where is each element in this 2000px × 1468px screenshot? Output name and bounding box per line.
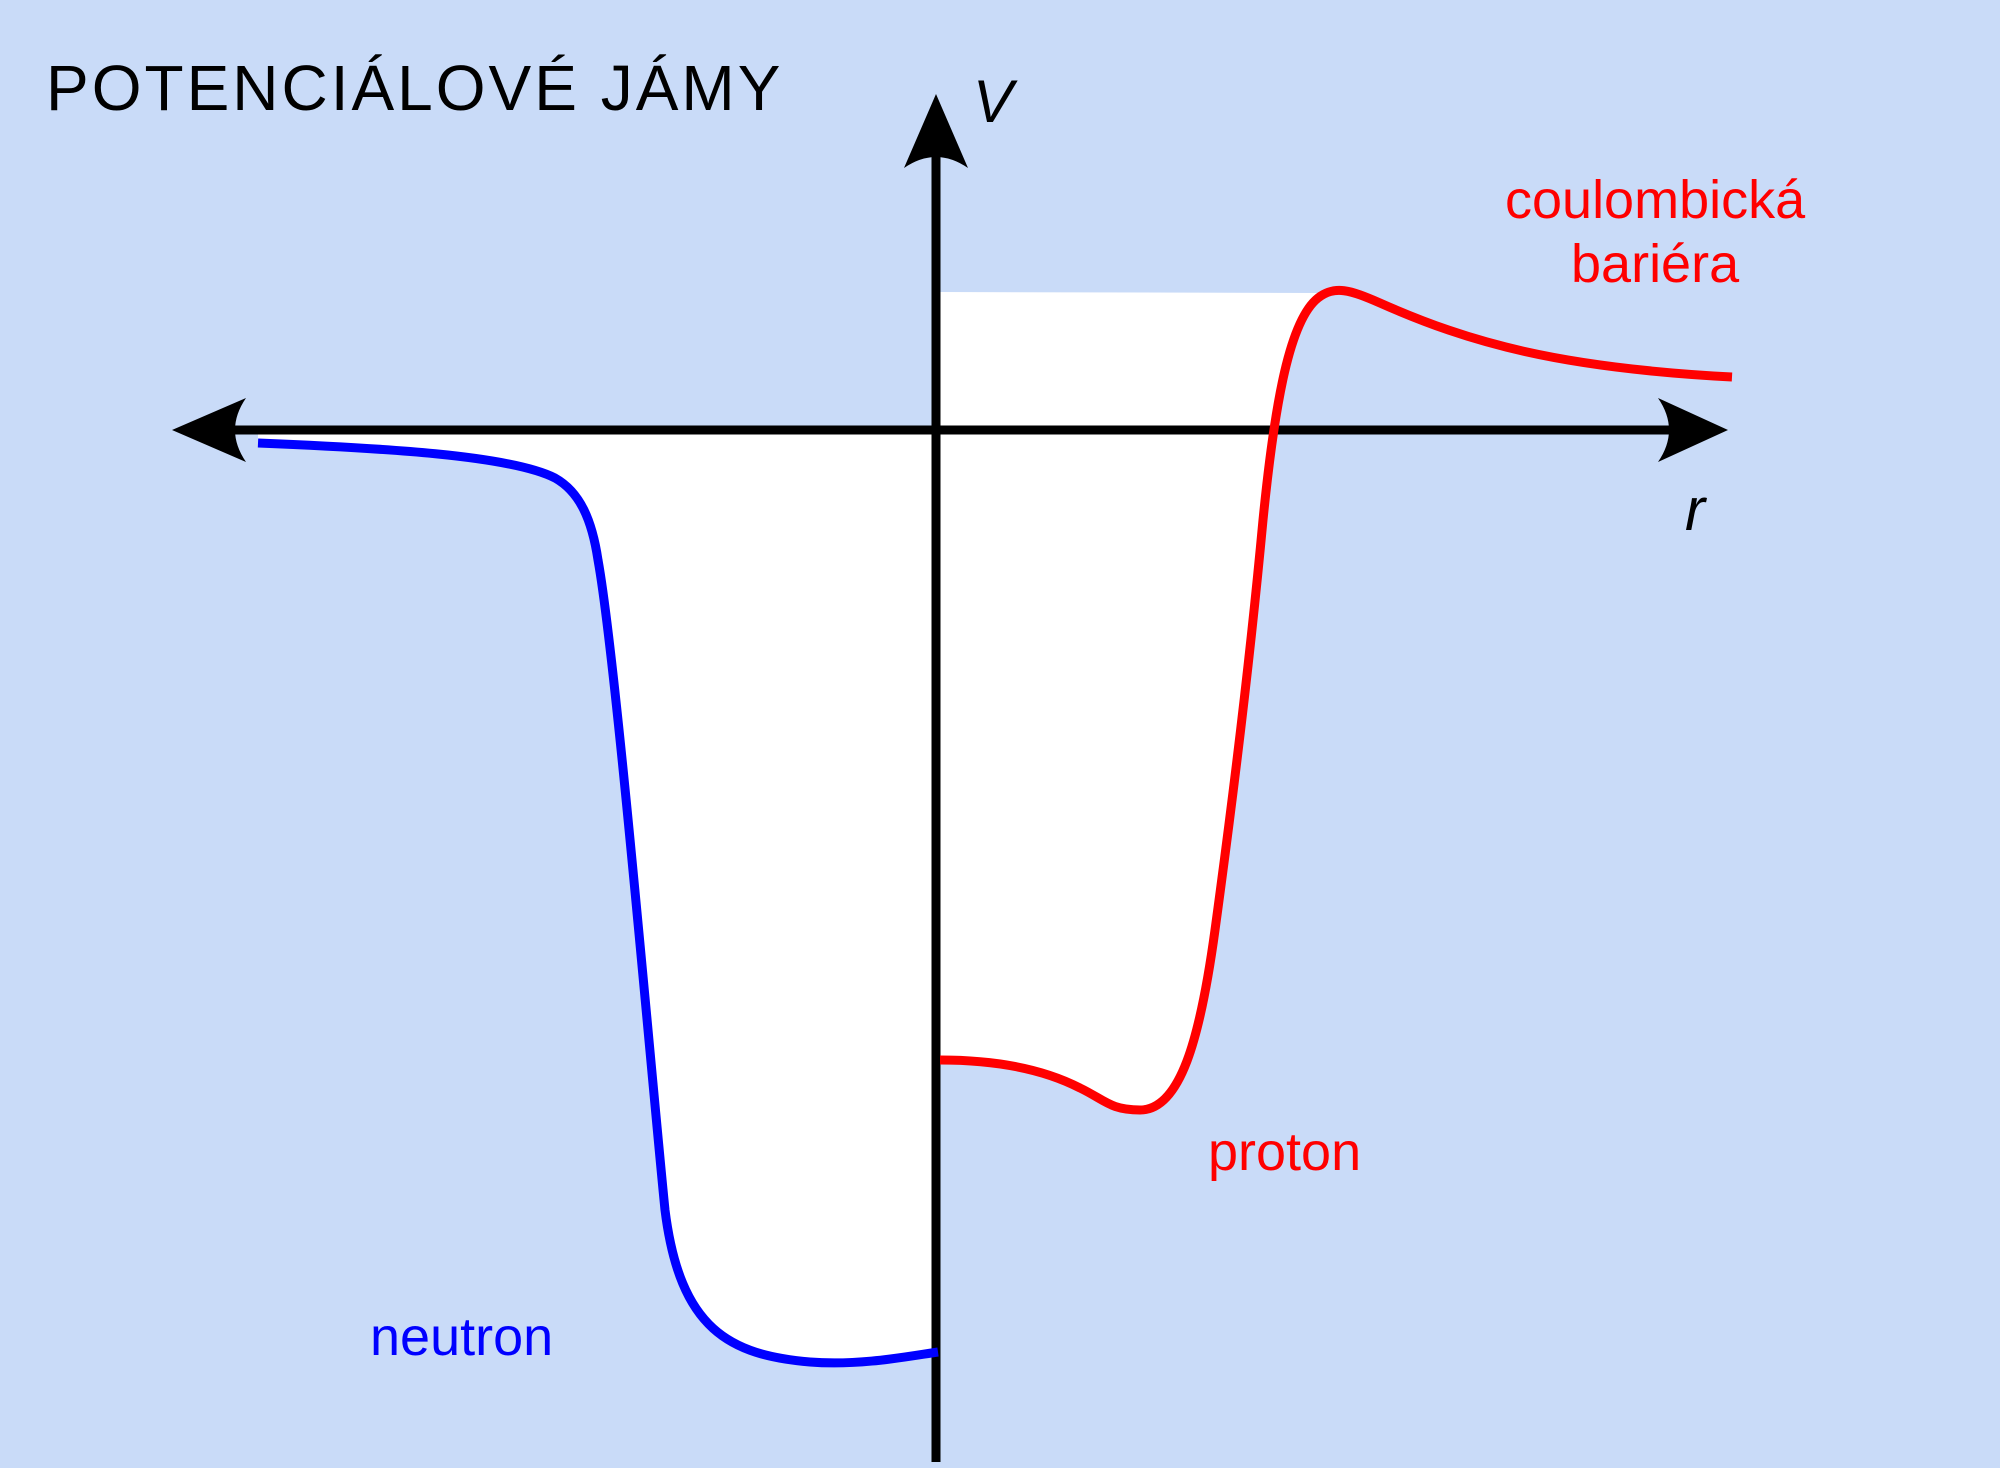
neutron-curve xyxy=(257,438,939,1368)
y-axis-label: V xyxy=(973,68,1014,135)
proton-curve xyxy=(939,285,1733,1115)
x-axis-arrow-left xyxy=(172,398,246,462)
proton-well-fill xyxy=(938,292,1318,1110)
diagram-title: POTENCIÁLOVÉ JÁMY xyxy=(46,52,784,124)
neutron-well-fill xyxy=(258,432,938,1363)
x-axis-arrow-right xyxy=(1658,398,1728,462)
y-axis-arrow-up xyxy=(904,94,968,168)
coulomb-barrier-label: coulombická bariéra xyxy=(1505,168,1805,296)
coulomb-label-line1: coulombická xyxy=(1505,170,1806,230)
neutron-label: neutron xyxy=(370,1307,554,1367)
coulomb-label-line2: bariéra xyxy=(1571,234,1740,294)
proton-label: proton xyxy=(1208,1122,1362,1182)
x-axis-label: r xyxy=(1685,476,1705,543)
